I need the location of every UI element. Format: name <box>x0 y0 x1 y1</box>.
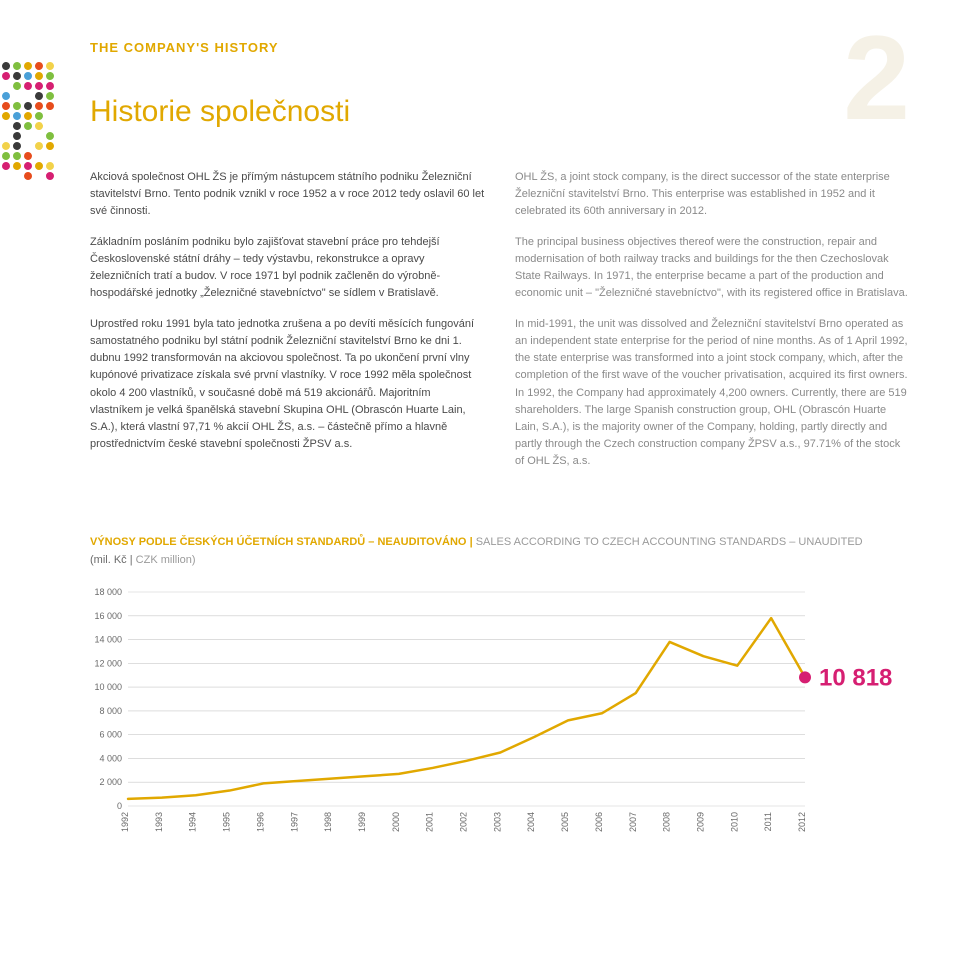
svg-text:16 000: 16 000 <box>94 611 122 621</box>
svg-text:14 000: 14 000 <box>94 635 122 645</box>
chart-sub-cs: (mil. Kč <box>90 554 127 566</box>
page-title: Historie společnosti <box>90 95 910 129</box>
chart-subheading: (mil. Kč | CZK million) <box>90 554 910 566</box>
svg-text:2011: 2011 <box>763 812 773 831</box>
text-columns: Akciová společnost OHL ŽS je přímým nást… <box>90 169 910 484</box>
svg-text:2010: 2010 <box>729 812 739 832</box>
svg-text:6 000: 6 000 <box>99 730 122 740</box>
svg-text:2009: 2009 <box>695 812 705 832</box>
svg-text:2007: 2007 <box>628 812 638 832</box>
svg-text:2003: 2003 <box>492 812 502 832</box>
column-english: OHL ŽS, a joint stock company, is the di… <box>515 169 910 484</box>
svg-text:2012: 2012 <box>797 812 807 832</box>
paragraph: Uprostřed roku 1991 byla tato jednotka z… <box>90 316 485 452</box>
svg-text:0: 0 <box>117 801 122 811</box>
svg-text:2002: 2002 <box>459 812 469 832</box>
svg-text:18 000: 18 000 <box>94 587 122 597</box>
chart-sub-en: CZK million) <box>136 554 196 566</box>
svg-text:8 000: 8 000 <box>99 706 122 716</box>
svg-text:1992: 1992 <box>120 812 130 832</box>
mosaic-decoration <box>0 60 60 180</box>
svg-text:1997: 1997 <box>289 812 299 832</box>
paragraph: The principal business objectives thereo… <box>515 234 910 302</box>
svg-text:2001: 2001 <box>425 812 435 832</box>
svg-text:4 000: 4 000 <box>99 754 122 764</box>
svg-text:1993: 1993 <box>154 812 164 832</box>
chart-heading-cs: VÝNOSY PODLE ČESKÝCH ÚČETNÍCH STANDARDŮ … <box>90 536 467 548</box>
column-czech: Akciová společnost OHL ŽS je přímým nást… <box>90 169 485 484</box>
sales-chart: 0 2 000 4 000 6 000 8 000 10 000 12 000 14 000 1… <box>80 584 910 834</box>
svg-text:2004: 2004 <box>526 812 536 832</box>
svg-text:2000: 2000 <box>391 812 401 832</box>
svg-text:12 000: 12 000 <box>94 659 122 669</box>
paragraph: Akciová společnost OHL ŽS je přímým nást… <box>90 169 485 220</box>
svg-text:1999: 1999 <box>357 812 367 832</box>
svg-text:2008: 2008 <box>662 812 672 832</box>
paragraph: In mid-1991, the unit was dissolved and … <box>515 316 910 469</box>
svg-text:2006: 2006 <box>594 812 604 832</box>
paragraph: Základním posláním podniku bylo zajišťov… <box>90 234 485 302</box>
svg-text:1995: 1995 <box>222 812 232 832</box>
svg-text:2005: 2005 <box>560 812 570 832</box>
svg-text:1998: 1998 <box>323 812 333 832</box>
paragraph: OHL ŽS, a joint stock company, is the di… <box>515 169 910 220</box>
page-eyebrow: THE COMPANY'S HISTORY <box>90 40 910 55</box>
svg-text:10 000: 10 000 <box>94 682 122 692</box>
svg-text:1994: 1994 <box>188 812 198 832</box>
chart-heading: VÝNOSY PODLE ČESKÝCH ÚČETNÍCH STANDARDŮ … <box>90 534 910 551</box>
svg-text:10 818: 10 818 <box>819 665 892 692</box>
chart-heading-en: SALES ACCORDING TO CZECH ACCOUNTING STAN… <box>476 536 863 548</box>
svg-text:2 000: 2 000 <box>99 777 122 787</box>
svg-text:1996: 1996 <box>255 812 265 832</box>
